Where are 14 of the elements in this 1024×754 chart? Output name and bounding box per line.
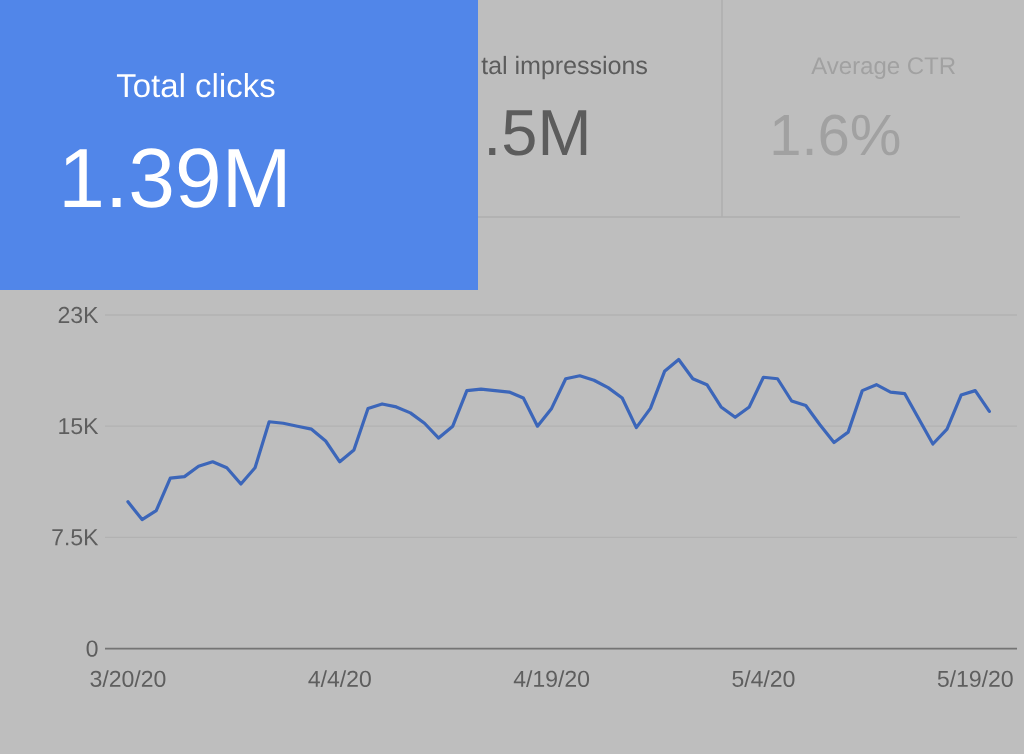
x-tick-label: 3/20/20 <box>90 670 166 688</box>
line-series <box>126 357 991 522</box>
x-tick-label: 4/4/20 <box>308 670 371 688</box>
chart-subtitle: 1.39M <box>64 148 285 208</box>
y-tick-label: 0 <box>86 640 98 657</box>
y-tick-label: 7.5K <box>52 529 99 546</box>
y-tick-label: 23K <box>58 306 99 324</box>
y-tick-label: 15K <box>59 418 99 435</box>
text: tal impressions <box>481 55 647 80</box>
x-tick-label: 4/19/20 <box>513 670 590 688</box>
x-tick-label: 5/19/20 <box>937 670 1013 688</box>
text: .5M <box>489 110 587 156</box>
x-tick-label: 5/4/20 <box>732 670 795 688</box>
chart-title: Total clicks <box>116 73 275 98</box>
